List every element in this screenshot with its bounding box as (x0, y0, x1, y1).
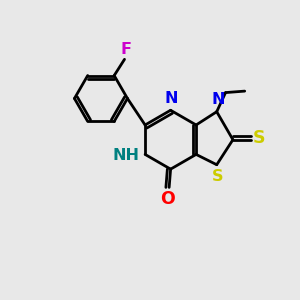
Text: F: F (121, 42, 131, 57)
Text: S: S (253, 129, 266, 147)
Text: S: S (212, 169, 224, 184)
Text: NH: NH (113, 148, 140, 164)
Text: N: N (212, 92, 225, 107)
Text: N: N (164, 91, 178, 106)
Text: O: O (160, 190, 175, 208)
